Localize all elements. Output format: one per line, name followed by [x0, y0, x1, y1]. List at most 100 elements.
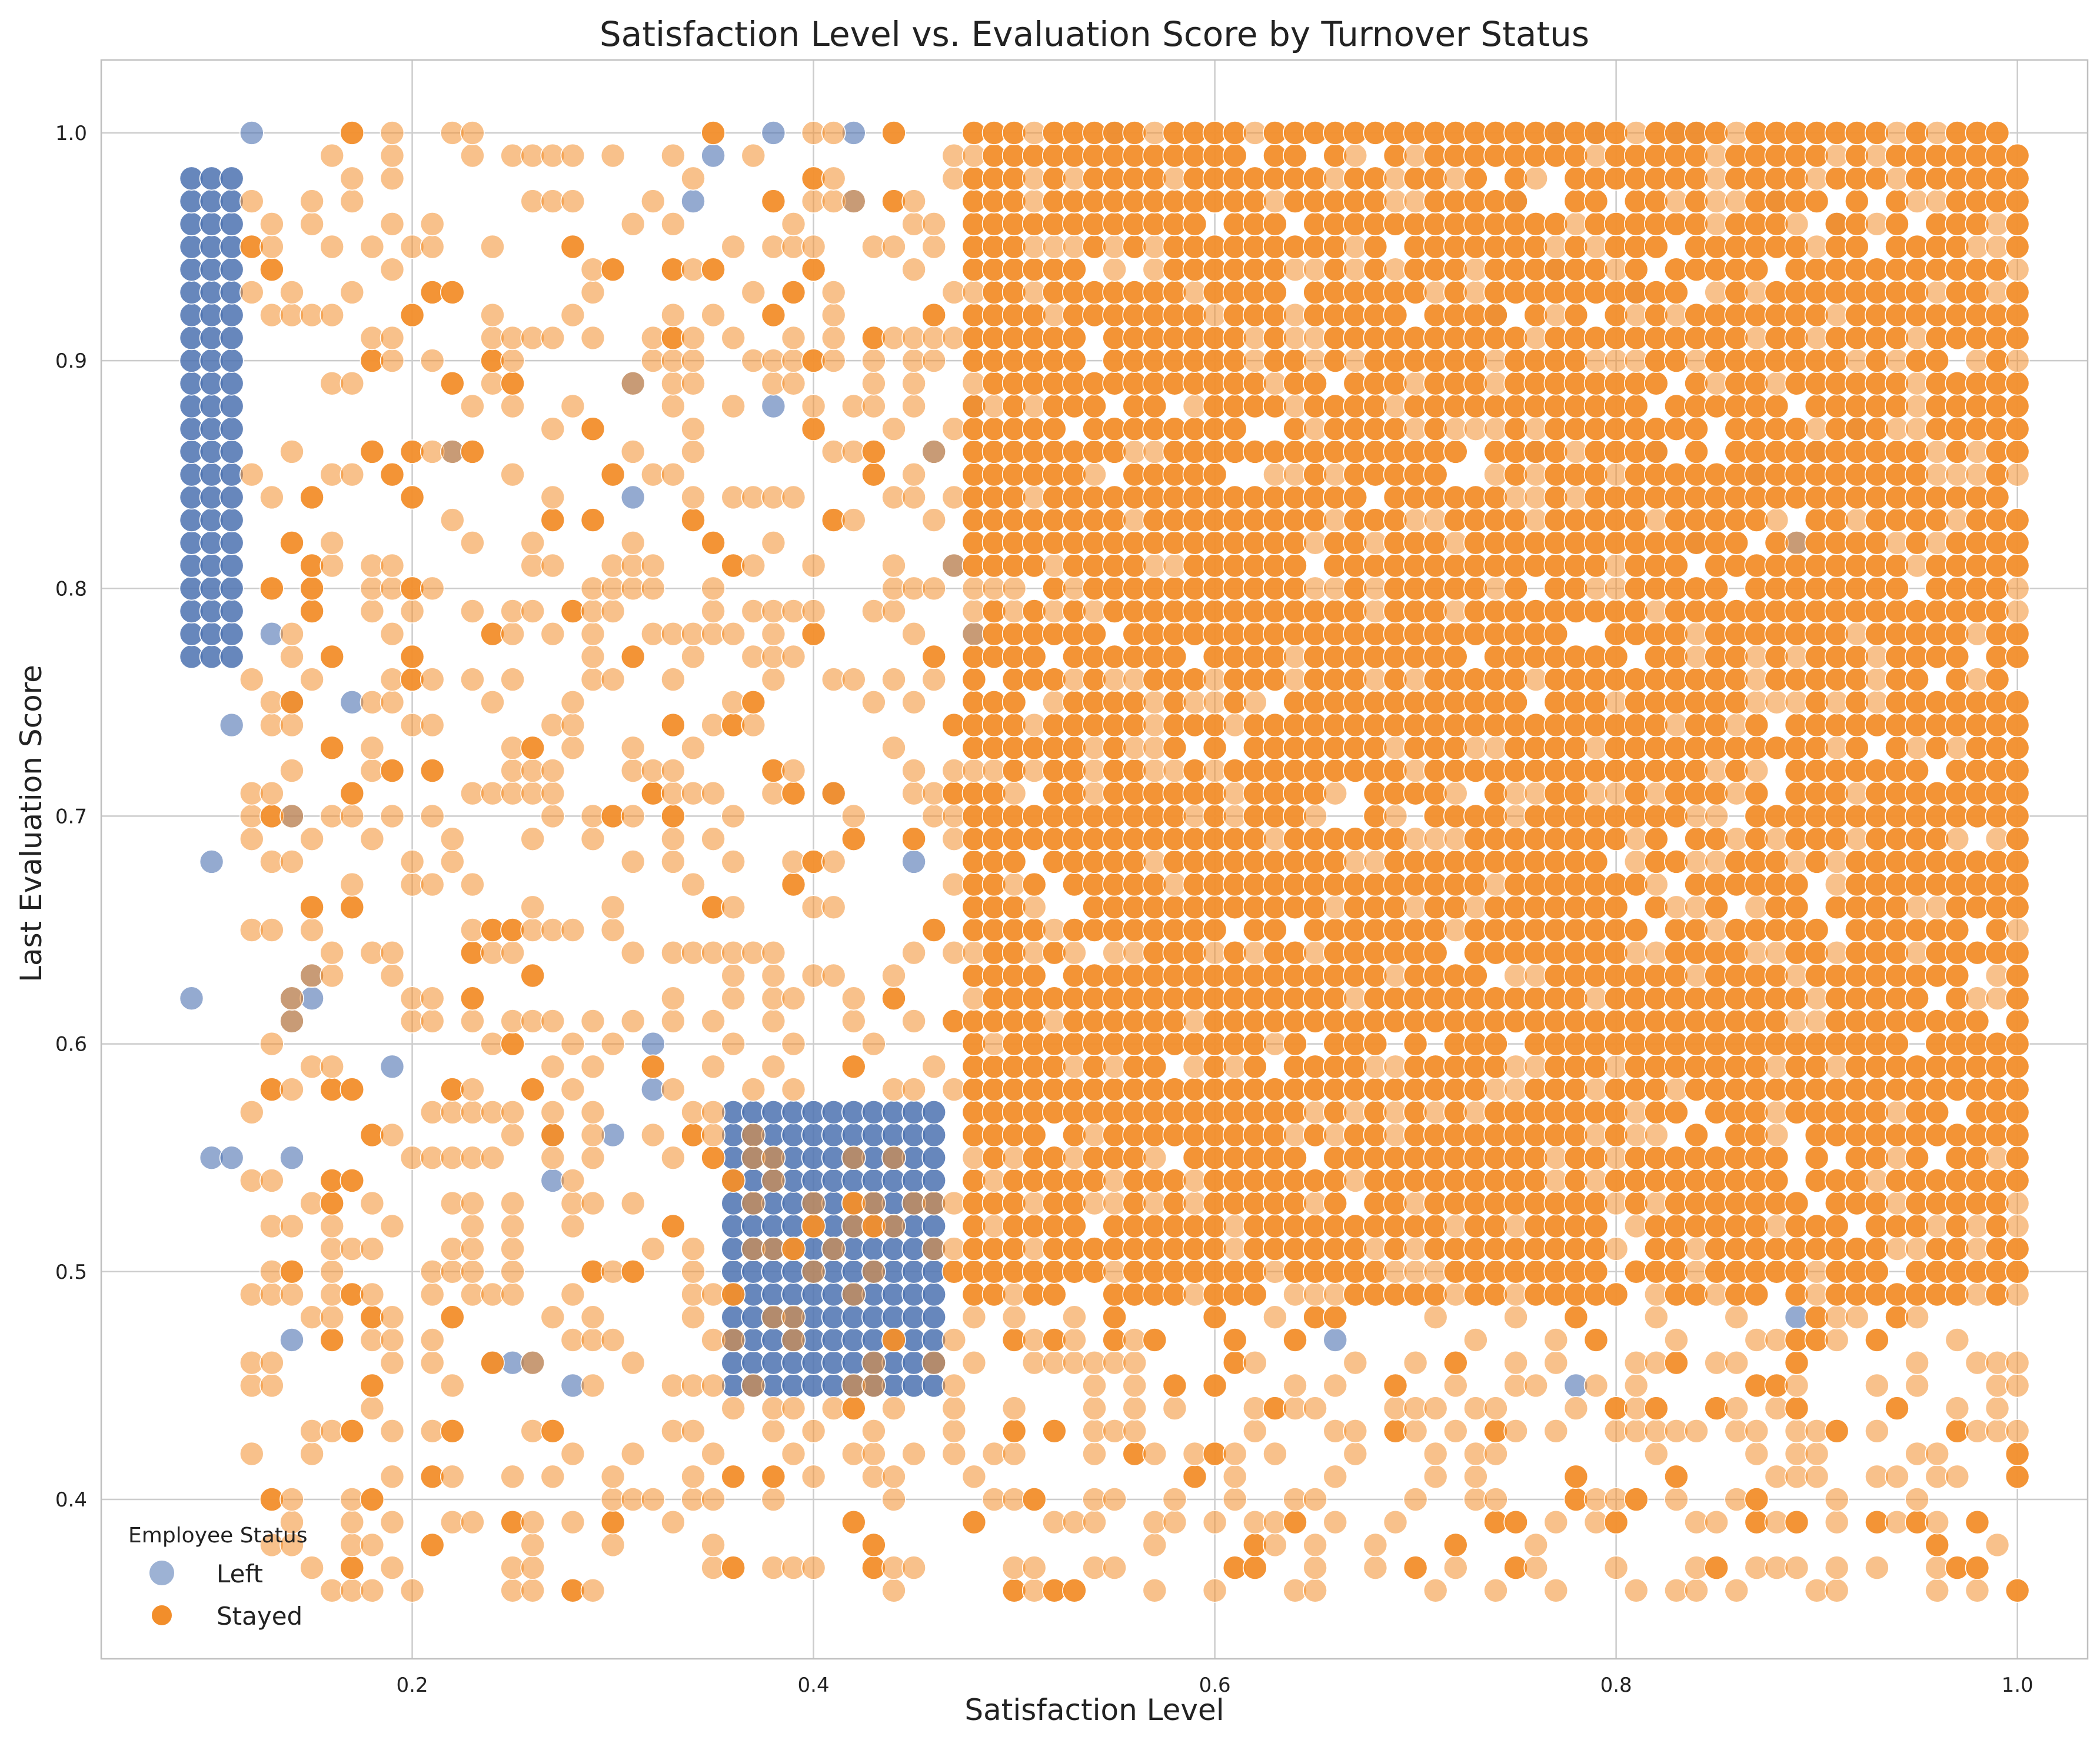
- stayed-point: [380, 1464, 405, 1489]
- left-point: [620, 485, 645, 510]
- stayed-point: [2005, 1464, 2030, 1489]
- stayed-point: [1323, 1191, 1347, 1216]
- stayed-point: [340, 1509, 365, 1535]
- stayed-point: [701, 1100, 725, 1125]
- stayed-point: [681, 348, 705, 373]
- left-point: [219, 302, 244, 328]
- stayed-point: [360, 1532, 385, 1558]
- stayed-point: [500, 462, 525, 487]
- stayed-point: [2005, 348, 2030, 373]
- stayed-point: [620, 804, 645, 829]
- stayed-point: [1724, 530, 1749, 555]
- stayed-point: [460, 986, 485, 1011]
- stayed-point: [1965, 1509, 1990, 1535]
- stayed-point: [320, 940, 345, 965]
- stayed-point: [600, 462, 625, 487]
- stayed-point: [1644, 1122, 1669, 1148]
- stayed-point: [580, 1373, 605, 1398]
- stayed-point: [2005, 1077, 2030, 1102]
- stayed-point: [1905, 1373, 1929, 1398]
- stayed-point: [901, 1077, 926, 1102]
- stayed-point: [761, 302, 786, 328]
- stayed-point: [681, 371, 705, 396]
- stayed-point: [1082, 1373, 1107, 1398]
- stayed-point: [1684, 416, 1709, 442]
- stayed-point: [961, 1350, 987, 1375]
- left-point: [219, 211, 244, 236]
- stayed-point: [781, 280, 806, 305]
- stayed-point: [721, 234, 746, 259]
- stayed-point: [1021, 963, 1047, 988]
- stayed-point: [901, 371, 926, 396]
- stayed-point: [620, 1191, 645, 1216]
- stayed-point: [1523, 1555, 1548, 1580]
- stayed-point: [901, 462, 926, 487]
- stayed-point: [681, 166, 705, 191]
- stayed-point: [1784, 872, 1809, 897]
- stayed-point: [1122, 1396, 1147, 1421]
- stayed-point: [821, 166, 846, 191]
- stayed-point: [1523, 166, 1548, 191]
- stayed-point: [1724, 1305, 1749, 1329]
- stayed-point: [901, 826, 926, 851]
- stayed-point: [1001, 1419, 1027, 1444]
- stayed-point: [480, 690, 505, 715]
- stayed-point: [2005, 1441, 2030, 1466]
- stayed-point: [279, 1077, 304, 1102]
- stayed-point: [1343, 485, 1368, 510]
- stayed-point: [1142, 1441, 1167, 1466]
- stayed-point: [320, 1328, 345, 1352]
- stayed-point: [881, 1145, 906, 1170]
- stayed-point: [580, 1054, 605, 1079]
- stayed-point: [279, 1009, 304, 1034]
- stayed-point: [841, 1009, 866, 1034]
- stayed-point: [801, 553, 826, 578]
- stayed-point: [1644, 1305, 1669, 1329]
- stayed-point: [721, 325, 746, 351]
- stayed-point: [279, 849, 304, 874]
- stayed-point: [460, 530, 485, 555]
- stayed-point: [520, 530, 545, 555]
- left-point: [219, 348, 244, 373]
- stayed-point: [340, 1077, 365, 1102]
- stayed-point: [2005, 1350, 2030, 1375]
- stayed-point: [781, 1396, 806, 1421]
- stayed-point: [2005, 918, 2030, 942]
- stayed-point: [1363, 1031, 1388, 1056]
- stayed-point: [1543, 621, 1569, 646]
- stayed-point: [360, 1282, 385, 1307]
- stayed-point: [460, 1191, 485, 1216]
- stayed-point: [921, 234, 946, 259]
- stayed-point: [861, 439, 886, 464]
- stayed-point: [1001, 1441, 1027, 1466]
- stayed-point: [440, 1419, 465, 1444]
- stayed-point: [540, 1305, 565, 1329]
- stayed-point: [721, 621, 746, 646]
- stayed-point: [1925, 1532, 1949, 1558]
- stayed-point: [741, 1373, 766, 1398]
- stayed-point: [801, 1191, 826, 1216]
- stayed-point: [841, 1509, 866, 1535]
- stayed-point: [761, 667, 786, 692]
- stayed-point: [661, 712, 685, 738]
- stayed-point: [781, 986, 806, 1011]
- stayed-point: [340, 462, 365, 487]
- stayed-point: [259, 485, 284, 510]
- stayed-point: [1925, 1100, 1949, 1125]
- stayed-point: [2005, 826, 2030, 851]
- stayed-point: [600, 667, 625, 692]
- stayed-point: [560, 302, 585, 328]
- stayed-point: [1845, 234, 1869, 259]
- stayed-point: [1644, 439, 1669, 464]
- stayed-point: [881, 1328, 906, 1352]
- stayed-point: [2005, 690, 2030, 715]
- stayed-point: [721, 1168, 746, 1193]
- stayed-point: [380, 462, 405, 487]
- stayed-point: [340, 895, 365, 920]
- stayed-point: [721, 394, 746, 419]
- stayed-point: [741, 712, 766, 738]
- stayed-point: [1744, 1282, 1769, 1307]
- stayed-point: [2005, 576, 2030, 601]
- stayed-point: [661, 1077, 685, 1102]
- stayed-point: [1483, 1396, 1508, 1421]
